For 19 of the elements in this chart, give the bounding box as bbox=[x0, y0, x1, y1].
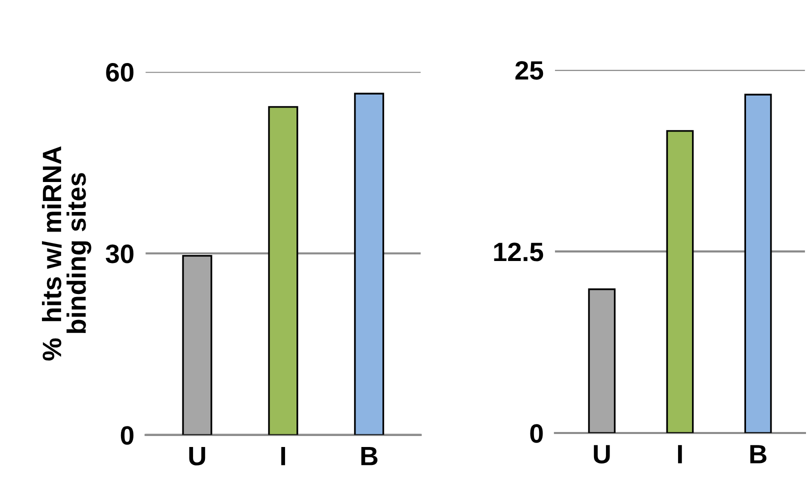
y-axis-title: % hits w/ miRNA binding sites bbox=[42, 146, 92, 360]
bar bbox=[268, 106, 298, 435]
x-tick-label: I bbox=[281, 447, 286, 466]
x-tick-label: U bbox=[594, 445, 610, 464]
y-tick-label: 25 bbox=[515, 61, 544, 80]
bar bbox=[588, 288, 616, 434]
bar bbox=[182, 254, 212, 435]
y-tick-label: 30 bbox=[106, 244, 134, 264]
bar bbox=[666, 130, 694, 434]
x-tick-label: B bbox=[750, 445, 766, 464]
y-tick-label: 0 bbox=[120, 426, 134, 445]
y-tick-label: 0 bbox=[530, 424, 543, 443]
y-tick-label: 60 bbox=[106, 62, 134, 82]
bar bbox=[354, 92, 384, 435]
x-tick-label: B bbox=[361, 447, 378, 466]
bar bbox=[744, 94, 772, 434]
x-tick-label: U bbox=[189, 447, 206, 466]
x-tick-label: I bbox=[678, 445, 682, 464]
y-tick-label: 12.5 bbox=[494, 242, 544, 262]
